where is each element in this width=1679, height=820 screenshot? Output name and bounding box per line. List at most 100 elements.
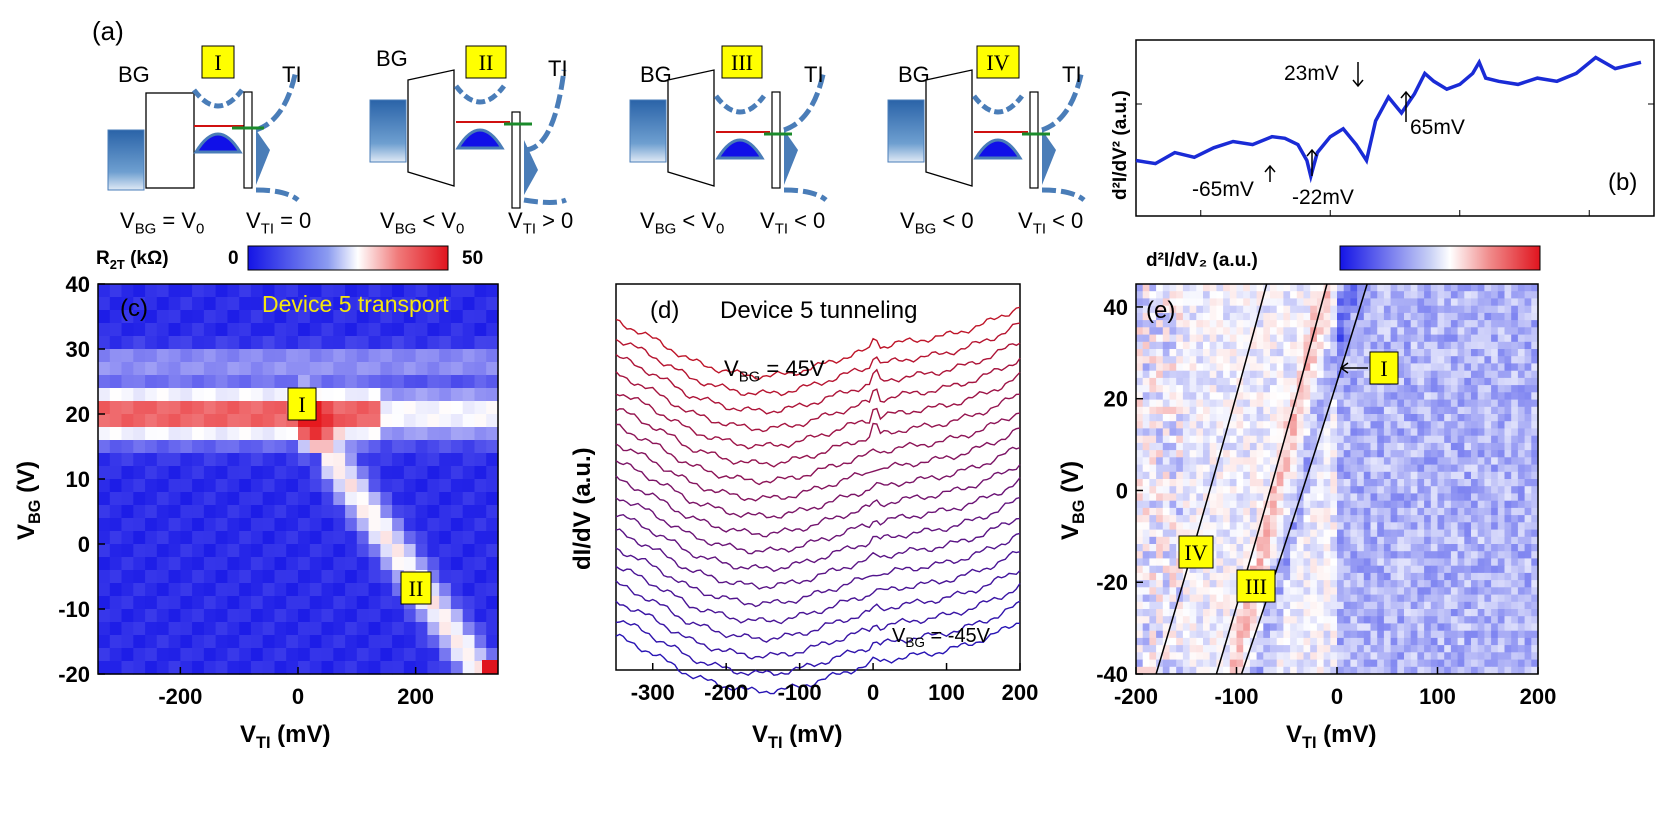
panel-e-cell <box>1517 601 1526 610</box>
panel-e-cell <box>1149 392 1157 400</box>
panel-e-cell <box>1296 392 1304 400</box>
panel-c-cell <box>203 349 217 363</box>
schematic-1-ti-fill <box>256 130 270 185</box>
panel-e-cell <box>1316 637 1325 646</box>
panel-e-cell <box>1203 565 1211 574</box>
panel-e-cell <box>1464 652 1472 660</box>
panel-e-cell <box>1209 500 1217 509</box>
panel-e-cell <box>1176 421 1184 429</box>
panel-e-cell <box>1249 493 1258 502</box>
panel-c-cell <box>215 492 228 506</box>
panel-e-cell <box>1303 363 1311 372</box>
panel-e-cell <box>1136 623 1144 632</box>
panel-e-cell <box>1397 442 1405 451</box>
panel-e-cell <box>1169 580 1177 588</box>
panel-e-cell <box>1404 464 1412 473</box>
panel-e-cell <box>1511 291 1519 299</box>
panel-c-cell <box>239 375 252 389</box>
panel-e-cell <box>1209 464 1217 473</box>
panel-c-cell <box>156 349 170 363</box>
panel-e-cell <box>1162 464 1170 473</box>
panel-e-cell <box>1504 421 1512 429</box>
panel-c-cell <box>356 375 370 389</box>
panel-e-cell <box>1437 580 1445 588</box>
panel-e-cell <box>1290 616 1298 624</box>
panel-e-cell <box>1209 659 1217 668</box>
panel-e-cell <box>1316 580 1325 588</box>
panel-e-cell <box>1216 320 1224 328</box>
panel-e-cell <box>1350 479 1358 487</box>
panel-e-cell <box>1397 305 1405 314</box>
panel-c-cell <box>109 284 123 298</box>
panel-e-cell <box>1497 392 1505 400</box>
panel-e-cell <box>1343 515 1351 523</box>
panel-e-cell <box>1491 544 1499 552</box>
panel-e-cell <box>1471 493 1479 502</box>
panel-e-cell <box>1162 435 1170 444</box>
panel-e-cell <box>1229 421 1237 429</box>
panel-e-cell <box>1209 493 1217 502</box>
panel-e-cell <box>1203 479 1211 487</box>
panel-e-marker-III-text: III <box>1245 574 1267 599</box>
panel-c-cell <box>368 518 381 532</box>
panel-c-cell <box>156 440 170 454</box>
panel-c-cell <box>486 570 499 584</box>
panel-c-cell <box>321 427 334 441</box>
panel-e-cell <box>1310 320 1318 328</box>
panel-e-cell <box>1430 349 1438 357</box>
panel-e-cell <box>1491 457 1499 465</box>
panel-c-cell <box>368 648 381 662</box>
panel-c-cell <box>215 297 228 311</box>
panel-e-cell <box>1303 515 1311 523</box>
panel-c-cell <box>227 544 240 558</box>
panel-c-cell <box>109 362 123 376</box>
panel-e-cell <box>1410 305 1418 314</box>
panel-e-cell <box>1176 645 1184 653</box>
panel-c-cell <box>98 375 111 389</box>
panel-e-cell <box>1477 435 1485 444</box>
panel-e-cell <box>1149 327 1157 335</box>
panel-c-cell <box>203 479 217 493</box>
panel-e-cell <box>1149 399 1157 408</box>
panel-e-cell <box>1517 515 1526 523</box>
panel-e-cell <box>1464 609 1472 617</box>
panel-e-cell <box>1457 291 1465 299</box>
panel-e-cell <box>1477 565 1485 574</box>
panel-e-cell <box>1397 457 1405 465</box>
panel-e-cell <box>1410 666 1418 675</box>
panel-e-cell <box>1169 363 1177 372</box>
panel-e-cell <box>1303 349 1311 357</box>
panel-e-cell <box>1511 284 1519 292</box>
panel-e-cell <box>1517 305 1526 314</box>
panel-e-cell <box>1404 414 1412 422</box>
panel-e-cell <box>1283 529 1291 538</box>
panel-e-cell <box>1417 464 1425 473</box>
panel-c-cell <box>415 362 428 376</box>
panel-c-cell <box>215 531 228 545</box>
panel-e-cell <box>1450 370 1459 379</box>
panel-e-cell <box>1517 406 1526 415</box>
panel-c-cell <box>227 401 240 415</box>
panel-c-cell <box>262 388 276 402</box>
panel-e-cell <box>1517 507 1526 516</box>
panel-c-cell <box>262 492 276 506</box>
panel-e-cell <box>1397 609 1405 617</box>
panel-c-cell <box>474 505 487 519</box>
panel-e-cell <box>1477 320 1485 328</box>
panel-e-cell <box>1424 435 1432 444</box>
panel-e-cell <box>1497 385 1505 393</box>
panel-c-cell <box>109 453 123 467</box>
panel-e-cell <box>1397 493 1405 502</box>
panel-e-cell <box>1464 507 1472 516</box>
panel-c-cell <box>462 557 476 571</box>
panel-e-cell <box>1310 558 1318 567</box>
panel-e-cell <box>1377 623 1385 632</box>
panel-e-cell <box>1169 356 1177 364</box>
panel-c-cell <box>333 323 346 337</box>
panel-c-cell <box>345 297 358 311</box>
panel-e-cell <box>1491 572 1499 581</box>
panel-c-cell <box>250 297 264 311</box>
panel-e-cell <box>1216 298 1224 307</box>
panel-e-cell <box>1156 493 1164 502</box>
panel-e-cell <box>1256 298 1264 307</box>
